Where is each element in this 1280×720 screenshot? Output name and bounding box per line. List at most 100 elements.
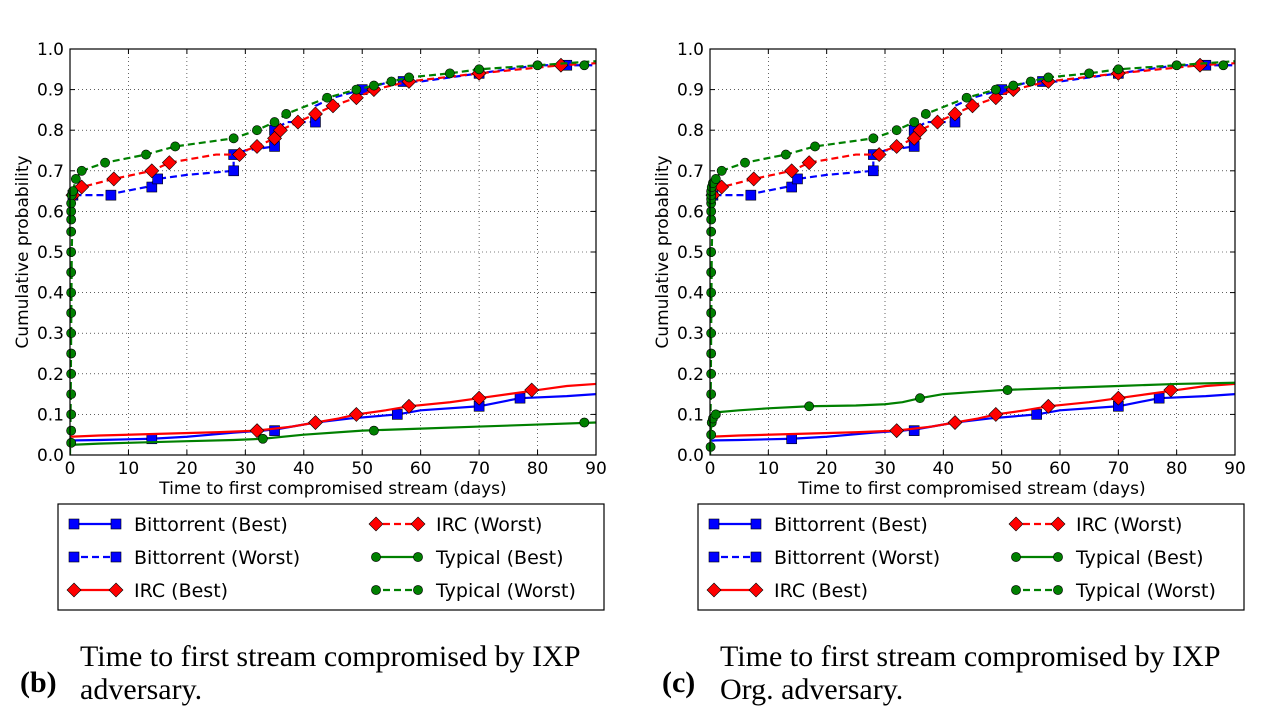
data-point xyxy=(170,141,181,152)
data-point xyxy=(1084,68,1095,79)
legend-marker xyxy=(66,582,82,598)
data-point xyxy=(269,425,280,436)
data-point xyxy=(524,382,540,398)
x-tick-label: 70 xyxy=(468,459,490,479)
data-point xyxy=(706,247,717,257)
series-typical-best xyxy=(70,417,597,446)
y-tick-label: 0.4 xyxy=(677,284,704,304)
legend-marker xyxy=(68,518,80,530)
x-tick-label: 50 xyxy=(991,459,1013,479)
data-point xyxy=(66,198,77,209)
data-point xyxy=(706,267,717,278)
data-point xyxy=(889,139,905,154)
data-point xyxy=(66,348,77,359)
x-tick-label: 0 xyxy=(65,459,76,479)
data-point xyxy=(68,186,78,196)
legend-label: Bittorrent (Best) xyxy=(134,514,288,536)
data-point xyxy=(990,84,1001,95)
legend-item-bittorrent-best: Bittorrent (Best) xyxy=(708,514,928,536)
data-point xyxy=(871,147,887,162)
plot-background xyxy=(70,49,596,455)
data-point xyxy=(706,226,717,237)
data-point xyxy=(66,409,77,420)
data-point xyxy=(1008,80,1019,91)
legend-label: Bittorrent (Best) xyxy=(774,514,928,536)
y-tick-label: 0.0 xyxy=(677,446,704,466)
y-tick-label: 0.9 xyxy=(677,81,704,101)
legend-marker xyxy=(413,552,423,562)
data-point xyxy=(920,109,931,119)
legend-marker xyxy=(750,518,762,530)
x-tick-label: 90 xyxy=(585,459,607,479)
x-tick-label: 80 xyxy=(1166,459,1188,479)
data-point xyxy=(804,401,815,412)
legend-marker xyxy=(1011,585,1021,595)
legend-b: Bittorrent (Best) Bittorrent (Worst) IRC (… xyxy=(57,503,605,611)
data-point xyxy=(706,287,717,298)
legend-marker xyxy=(110,518,122,530)
data-point xyxy=(66,287,77,298)
y-tick-label: 0.0 xyxy=(37,446,64,466)
y-tick-label: 0.1 xyxy=(37,405,64,425)
data-point xyxy=(947,415,963,430)
x-tick-label: 10 xyxy=(758,459,780,479)
data-point xyxy=(868,133,879,144)
legend-item-irc-best: IRC (Best) xyxy=(706,580,868,602)
legend-marker xyxy=(371,552,381,562)
legend-item-typical-best: Typical (Best) xyxy=(1011,547,1204,569)
data-point xyxy=(745,189,757,201)
y-tick-label: 0.2 xyxy=(37,365,64,385)
data-point xyxy=(908,425,920,436)
data-point xyxy=(161,155,177,171)
legend-marker xyxy=(708,551,720,563)
data-point xyxy=(281,109,292,119)
data-point xyxy=(988,90,1004,106)
data-point xyxy=(965,98,980,114)
data-point xyxy=(66,307,77,318)
data-point xyxy=(66,437,77,448)
legend-marker xyxy=(410,516,426,532)
plot-area-b: 0 10 20 30 40 50 60 70 80 90 0.0 0.1 0.2 0.3 0.4 0.5 0.6… xyxy=(37,40,607,479)
data-point xyxy=(444,68,455,79)
legend-marker xyxy=(1011,552,1021,562)
data-point xyxy=(716,165,727,176)
plot-area-c: 0 10 20 30 40 50 60 70 80 90 0.0 0.1 0.2 0.3 0.4 0.5 0.6… xyxy=(677,40,1246,479)
data-point xyxy=(889,423,905,439)
data-point xyxy=(401,398,417,414)
y-tick-label: 1.0 xyxy=(677,40,704,60)
legend-item-typical-worst: Typical (Worst) xyxy=(1011,580,1216,602)
x-tick-label: 60 xyxy=(1049,459,1071,479)
y-tick-label: 0.7 xyxy=(677,162,704,182)
legend-item-bittorrent-worst: Bittorrent (Worst) xyxy=(708,547,940,569)
data-point xyxy=(579,417,590,428)
y-axis-label: Cumulative probability xyxy=(13,155,33,348)
panel-label: (b) xyxy=(20,666,57,699)
legend-label: Typical (Worst) xyxy=(435,580,576,602)
legend-marker xyxy=(748,582,764,598)
x-axis-label: Time to first compromised stream (days) xyxy=(797,479,1145,499)
data-point xyxy=(74,179,90,195)
data-point xyxy=(947,106,963,122)
data-point xyxy=(474,64,485,75)
data-point xyxy=(706,368,717,379)
x-tick-label: 20 xyxy=(816,459,838,479)
series-typical-worst xyxy=(66,60,597,456)
data-point xyxy=(252,125,262,136)
y-tick-label: 0.1 xyxy=(677,405,704,425)
y-tick-label: 0.5 xyxy=(677,243,704,263)
legend-label: IRC (Best) xyxy=(134,580,228,602)
data-point xyxy=(706,348,717,359)
y-tick-label: 0.3 xyxy=(37,324,64,344)
data-point xyxy=(740,157,750,168)
data-point xyxy=(868,165,879,177)
x-tick-label: 30 xyxy=(235,459,257,479)
data-point xyxy=(1113,64,1124,75)
legend-item-bittorrent-worst: Bittorrent (Worst) xyxy=(68,547,300,569)
x-tick-label: 30 xyxy=(874,459,896,479)
data-point xyxy=(66,328,77,339)
legend-marker xyxy=(706,582,722,598)
legend-marker xyxy=(1008,516,1024,532)
data-point xyxy=(269,117,280,127)
chart-panel-c: 0 10 20 30 40 50 60 70 80 90 0.0 0.1 0.2 0.3 0.4 0.5 0.6… xyxy=(653,40,1246,706)
